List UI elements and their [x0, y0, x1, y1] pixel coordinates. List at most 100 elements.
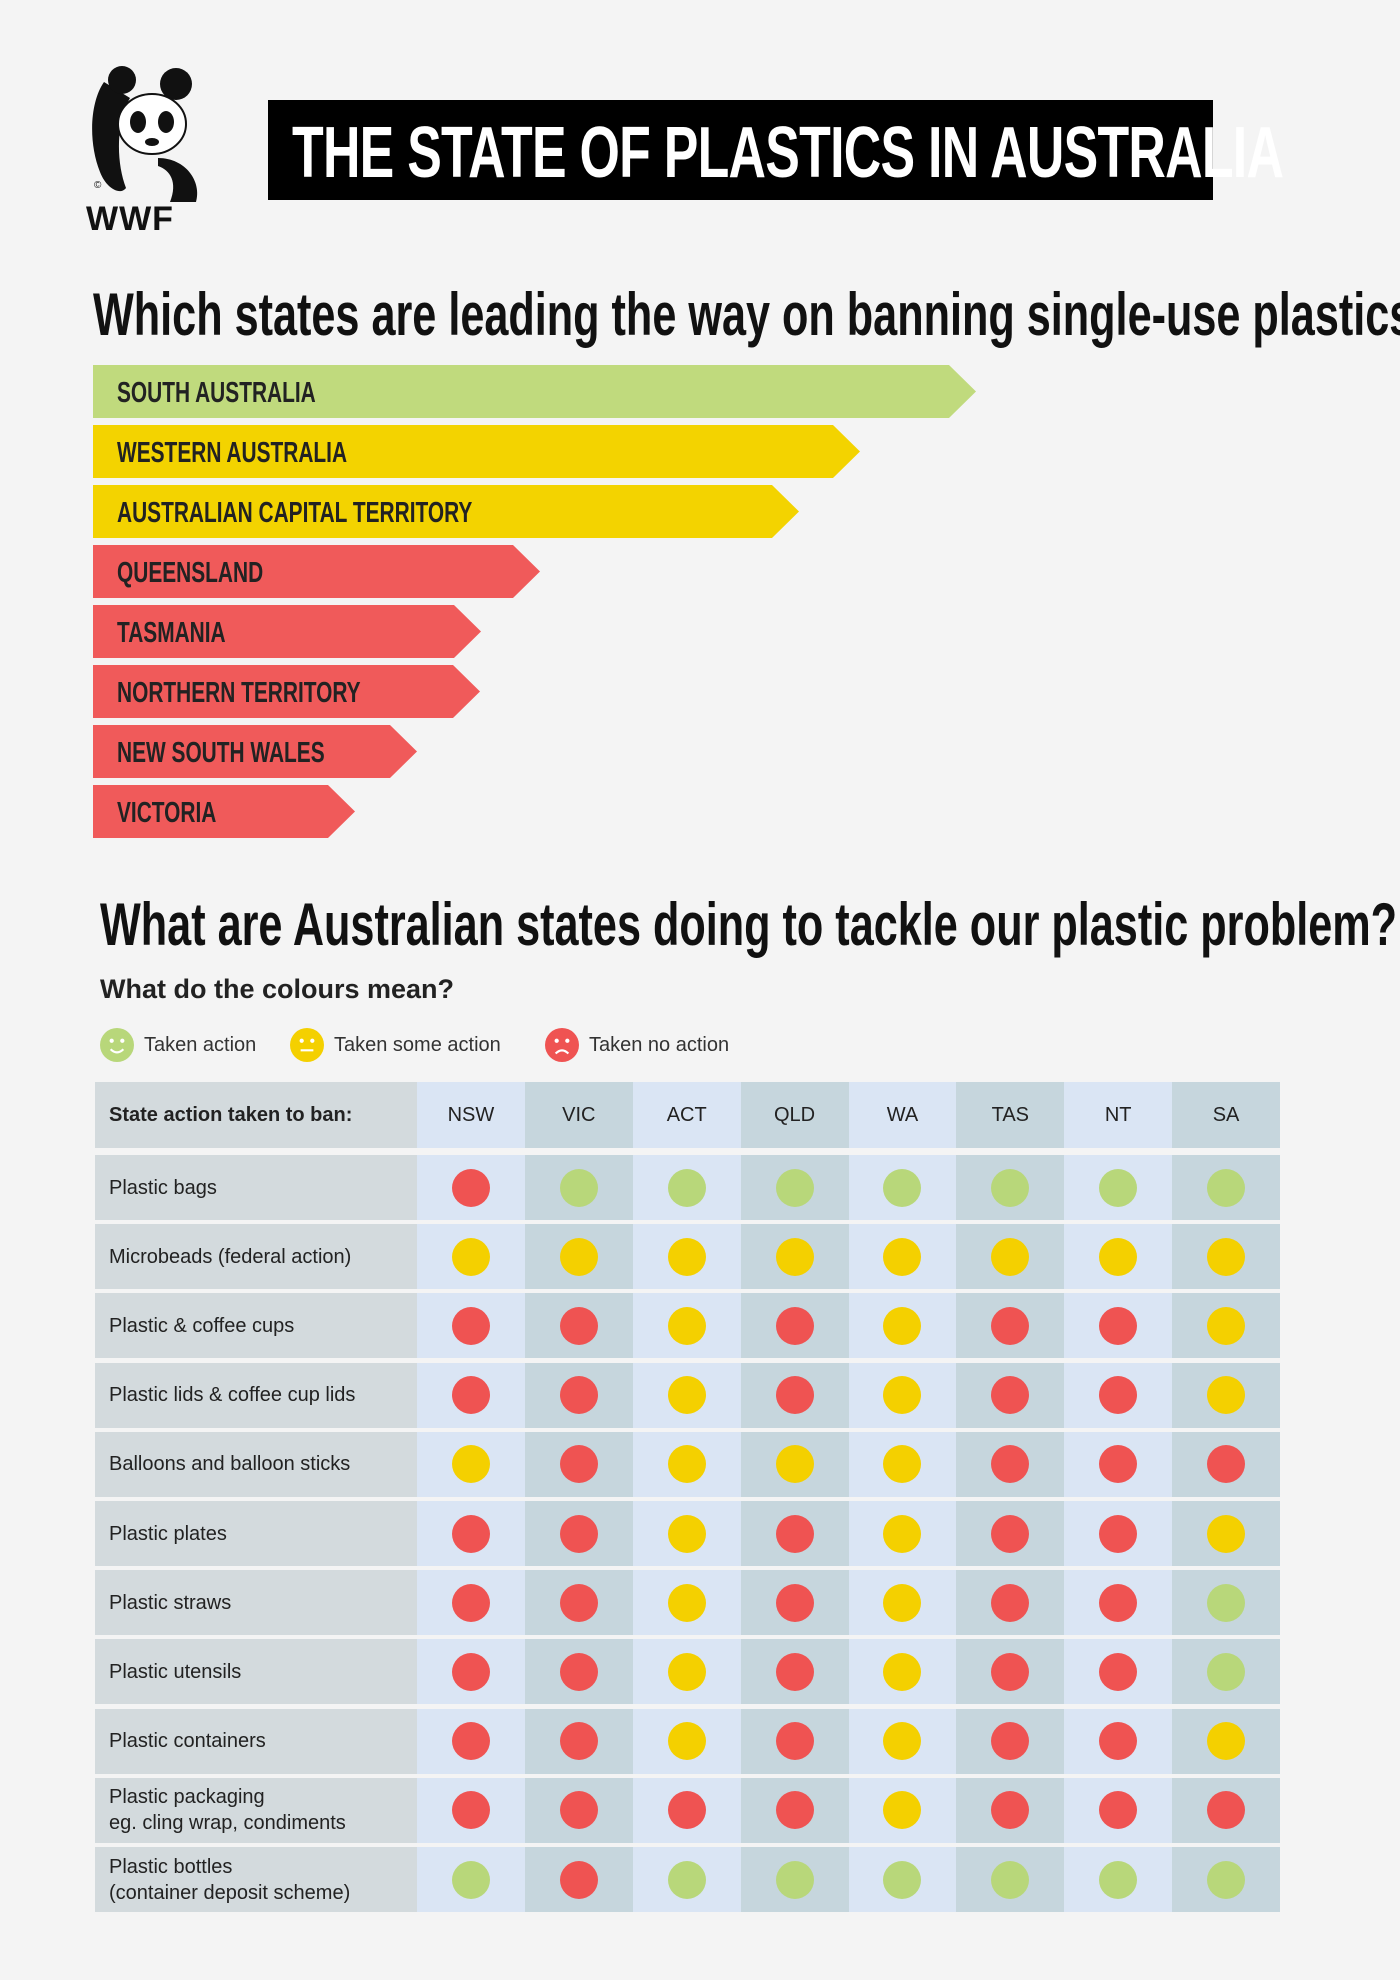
status-dot: [883, 1306, 922, 1345]
status-cell: [740, 1777, 849, 1843]
status-dot: [1207, 1652, 1246, 1691]
title: THE STATE OF PLASTICS IN AUSTRALIA: [292, 113, 1284, 193]
status-dot: [775, 1652, 814, 1691]
column-header: QLD: [740, 1082, 849, 1148]
status-cell: [524, 1362, 633, 1428]
status-dot: [991, 1652, 1030, 1691]
row-label: Plastic containers: [95, 1708, 417, 1774]
row-label: Plastic packaging eg. cling wrap, condim…: [95, 1777, 417, 1843]
status-dot: [667, 1237, 706, 1276]
status-dot: [883, 1583, 922, 1622]
status-cell: [848, 1847, 957, 1912]
status-cell: [1064, 1362, 1173, 1428]
status-cell: [740, 1155, 849, 1220]
status-cell: [417, 1501, 525, 1566]
status-cell: [1064, 1847, 1173, 1912]
status-dot: [451, 1514, 490, 1553]
status-cell: [956, 1362, 1065, 1428]
status-cell: [956, 1777, 1065, 1843]
status-dot: [1099, 1583, 1138, 1622]
status-dot: [883, 1860, 922, 1899]
status-cell: [524, 1293, 633, 1359]
status-dot: [1099, 1722, 1138, 1761]
status-cell: [848, 1431, 957, 1497]
row-label: Plastic bags: [95, 1155, 417, 1220]
column-header: TAS: [956, 1082, 1065, 1148]
status-cell: [417, 1155, 525, 1220]
status-dot: [775, 1306, 814, 1345]
row-label: Plastic straws: [95, 1570, 417, 1636]
status-dot: [775, 1583, 814, 1622]
status-dot: [775, 1168, 814, 1207]
status-dot: [1099, 1445, 1138, 1484]
status-cell: [956, 1847, 1065, 1912]
status-cell: [1064, 1708, 1173, 1774]
status-dot: [775, 1237, 814, 1276]
status-dot: [667, 1722, 706, 1761]
status-dot: [991, 1168, 1030, 1207]
status-cell: [956, 1293, 1065, 1359]
status-cell: [848, 1224, 957, 1290]
status-cell: [1172, 1777, 1280, 1843]
status-dot: [1207, 1306, 1246, 1345]
status-dot: [1099, 1514, 1138, 1553]
table-header: State action taken to ban:: [95, 1082, 417, 1148]
status-cell: [848, 1293, 957, 1359]
status-dot: [775, 1860, 814, 1899]
legend-label: Taken some action: [334, 1033, 501, 1056]
status-cell: [1172, 1501, 1280, 1566]
status-cell: [632, 1501, 741, 1566]
column-header: ACT: [632, 1082, 741, 1148]
status-dot: [451, 1860, 490, 1899]
status-dot: [883, 1514, 922, 1553]
status-dot: [1099, 1237, 1138, 1276]
status-cell: [632, 1293, 741, 1359]
legend-item: Taken no action: [545, 1028, 729, 1062]
ranking-label: WESTERN AUSTRALIA: [117, 437, 348, 469]
status-dot: [667, 1583, 706, 1622]
logo-text: WWF: [86, 200, 174, 238]
status-cell: [956, 1570, 1065, 1636]
ranking-bar: AUSTRALIAN CAPITAL TERRITORY: [93, 485, 799, 538]
status-cell: [417, 1777, 525, 1843]
ranking-label: TASMANIA: [117, 617, 226, 649]
table-title: What are Australian states doing to tack…: [100, 891, 1398, 958]
status-cell: [524, 1708, 633, 1774]
status-dot: [1207, 1376, 1246, 1415]
status-dot: [1099, 1860, 1138, 1899]
status-cell: [524, 1431, 633, 1497]
status-cell: [632, 1777, 741, 1843]
status-dot: [559, 1583, 598, 1622]
status-dot: [559, 1445, 598, 1484]
status-dot: [991, 1514, 1030, 1553]
status-dot: [667, 1652, 706, 1691]
status-cell: [848, 1639, 957, 1705]
status-cell: [740, 1431, 849, 1497]
status-dot: [667, 1306, 706, 1345]
status-dot: [1099, 1168, 1138, 1207]
status-cell: [740, 1501, 849, 1566]
legend-icon: [290, 1028, 324, 1062]
status-cell: [1172, 1639, 1280, 1705]
status-dot: [667, 1376, 706, 1415]
status-dot: [1207, 1168, 1246, 1207]
status-dot: [1099, 1791, 1138, 1830]
status-dot: [775, 1376, 814, 1415]
ranking-bar: WESTERN AUSTRALIA: [93, 425, 860, 478]
status-cell: [740, 1570, 849, 1636]
status-cell: [848, 1501, 957, 1566]
ranking-bar: VICTORIA: [93, 785, 355, 838]
status-cell: [1064, 1224, 1173, 1290]
row-label: Plastic utensils: [95, 1639, 417, 1705]
status-cell: [417, 1708, 525, 1774]
status-cell: [1172, 1847, 1280, 1912]
status-dot: [451, 1445, 490, 1484]
status-cell: [740, 1362, 849, 1428]
column-header: WA: [848, 1082, 957, 1148]
svg-text:©: ©: [94, 180, 102, 191]
legend-item: Taken action: [100, 1028, 256, 1062]
status-cell: [1064, 1155, 1173, 1220]
status-cell: [632, 1847, 741, 1912]
status-dot: [559, 1722, 598, 1761]
